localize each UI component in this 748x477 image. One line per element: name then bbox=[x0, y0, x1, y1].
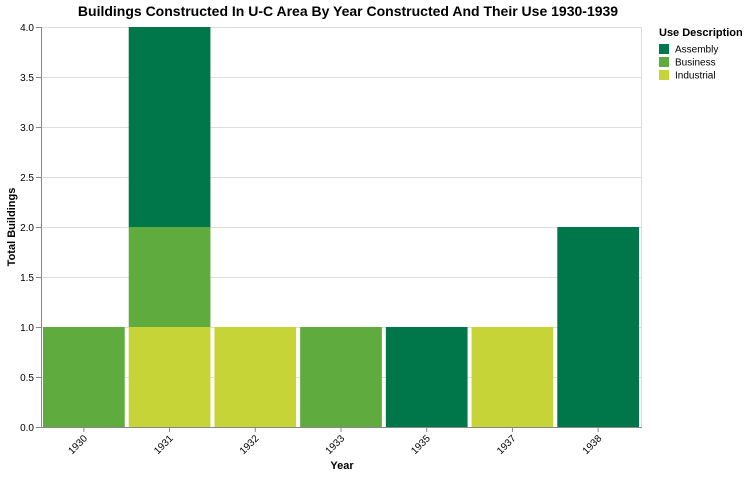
legend-title: Use Description bbox=[659, 27, 743, 39]
x-tick-label: 1930 bbox=[66, 433, 90, 457]
y-tick-label: 3.5 bbox=[20, 73, 34, 84]
x-tick-label: 1933 bbox=[324, 433, 348, 457]
y-tick-label: 0.0 bbox=[20, 423, 34, 434]
legend-swatch-industrial bbox=[659, 70, 669, 80]
y-tick-label: 4.0 bbox=[20, 23, 34, 34]
chart-title: Buildings Constructed In U-C Area By Yea… bbox=[78, 3, 618, 19]
legend-label-assembly: Assembly bbox=[675, 45, 718, 56]
x-tick-label: 1932 bbox=[238, 433, 262, 457]
legend-label-industrial: Industrial bbox=[675, 71, 716, 82]
y-axis-title: Total Buildings bbox=[6, 188, 18, 267]
y-tick-label: 1.0 bbox=[20, 323, 34, 334]
bar-business-1930 bbox=[43, 327, 125, 427]
legend: Use Description Assembly Business Industri… bbox=[659, 27, 743, 82]
x-tick-label: 1935 bbox=[409, 433, 433, 457]
legend-swatch-assembly bbox=[659, 44, 669, 54]
bar-assembly-1931 bbox=[128, 27, 211, 227]
bar-assembly-1935 bbox=[385, 327, 468, 427]
legend-swatch-business bbox=[659, 57, 669, 67]
x-axis-title: Year bbox=[330, 460, 354, 472]
y-tick-label: 0.5 bbox=[20, 373, 34, 384]
bar-business-1933 bbox=[300, 327, 382, 427]
bar-business-1931 bbox=[128, 227, 211, 327]
bar-industrial-1931 bbox=[128, 327, 211, 427]
bars bbox=[43, 27, 639, 427]
bar-industrial-1937 bbox=[471, 327, 554, 427]
x-tick-label: 1931 bbox=[152, 433, 176, 457]
x-tick-label: 1938 bbox=[581, 433, 605, 457]
bar-assembly-1938 bbox=[557, 227, 639, 427]
x-tick-label: 1937 bbox=[495, 433, 519, 457]
y-tick-label: 1.5 bbox=[20, 273, 34, 284]
y-tick-label: 3.0 bbox=[20, 123, 34, 134]
y-tick-label: 2.0 bbox=[20, 223, 34, 234]
y-tick-label: 2.5 bbox=[20, 173, 34, 184]
legend-label-business: Business bbox=[675, 58, 716, 69]
bar-industrial-1932 bbox=[214, 327, 297, 427]
